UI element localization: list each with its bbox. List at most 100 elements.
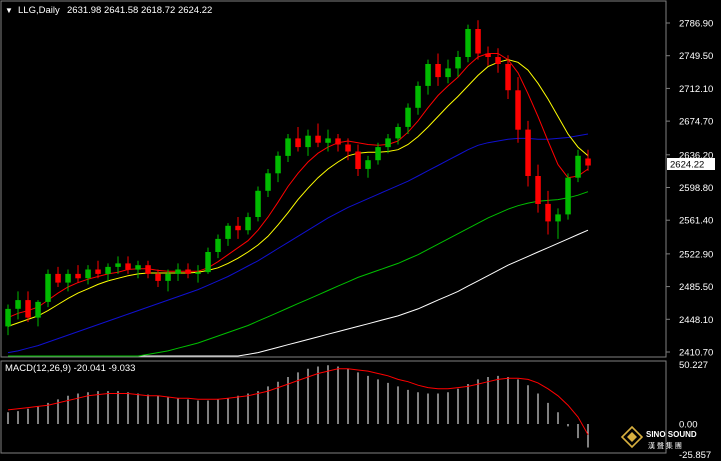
macd-signal-line [7, 368, 589, 435]
candle [215, 234, 221, 259]
candle [165, 269, 171, 292]
price-tick-label: 2712.10 [679, 84, 713, 95]
current-price-label: 2624.22 [670, 160, 704, 171]
candle [385, 133, 391, 154]
ma-green-line [8, 191, 589, 357]
candle-body [455, 57, 461, 69]
candle-body [405, 107, 411, 127]
candle-body [465, 29, 471, 57]
candle-body [225, 225, 231, 239]
candle [15, 291, 21, 320]
logo-text-cn: 漢 聲 集 團 [648, 441, 682, 450]
price-tick-label: 2561.40 [679, 216, 713, 227]
candle-body [375, 147, 381, 161]
candle [515, 77, 521, 143]
symbol-label: LLG,Daily [18, 5, 60, 16]
price-axis: 2786.90 2749.50 2712.10 2674.70 2636.20 2598.… [666, 19, 713, 359]
candle-body [435, 64, 441, 78]
candle [455, 50, 461, 78]
candle-body [575, 155, 581, 178]
candle [415, 81, 421, 115]
candle [255, 186, 261, 222]
candle-body [135, 265, 141, 270]
candle [105, 263, 111, 281]
candle-body [75, 273, 81, 279]
candle [95, 260, 101, 279]
candle-body [325, 138, 331, 143]
candle-body [475, 29, 481, 54]
candle-body [445, 68, 451, 78]
candle-body [525, 129, 531, 176]
candle [145, 260, 151, 279]
candle [365, 155, 371, 178]
macd-tick-label: -25.857 [679, 450, 711, 461]
candle [345, 138, 351, 161]
candle [245, 212, 251, 235]
candle [525, 120, 531, 187]
ma-red-line [7, 53, 589, 319]
candle-body [245, 217, 251, 231]
candle [405, 103, 411, 134]
candle [205, 247, 211, 274]
current-price-tag [667, 158, 715, 170]
candle-body [85, 269, 91, 279]
candle-body [185, 269, 191, 274]
candle [65, 269, 71, 292]
candle-body [45, 273, 51, 302]
candle-body [345, 144, 351, 152]
candle [445, 59, 451, 84]
candle-body [285, 138, 291, 156]
candle-body [275, 155, 281, 174]
candle-body [265, 173, 271, 191]
candle [305, 129, 311, 156]
candle-body [115, 263, 121, 267]
candle [585, 149, 591, 171]
candle [155, 269, 161, 288]
candle-body [545, 203, 551, 222]
candle [85, 265, 91, 285]
candle [565, 173, 571, 220]
main-plot-frame [0, 0, 667, 358]
candle [175, 263, 181, 281]
candle [115, 256, 121, 274]
macd-signal-polyline [7, 368, 589, 435]
candle [425, 59, 431, 95]
candle-body [25, 300, 31, 318]
candle [575, 149, 581, 183]
candle-body [425, 64, 431, 86]
candle-body [365, 160, 371, 169]
candle-body [585, 158, 591, 166]
price-tick-label: 2636.20 [679, 150, 713, 161]
candle [325, 129, 331, 152]
candle [505, 55, 511, 99]
candle-body [95, 269, 101, 274]
header-triangle-icon[interactable]: ▼ [5, 6, 13, 15]
price-tick-label: 2786.90 [679, 19, 713, 30]
candle-body [505, 64, 511, 91]
candle [265, 168, 271, 197]
candle [555, 208, 561, 239]
candle-body [125, 263, 131, 270]
candle-body [565, 177, 571, 215]
candle-body [175, 269, 181, 274]
candle [495, 48, 501, 73]
macd-title: MACD(12,26,9) -20.041 -9.033 [5, 363, 135, 374]
price-tick-label: 2598.80 [679, 183, 713, 194]
candle-body [5, 308, 11, 327]
candle-body [305, 135, 311, 148]
candle-body [155, 273, 161, 281]
candle [435, 53, 441, 86]
candle-body [55, 273, 61, 283]
candle-body [235, 225, 241, 231]
candle [235, 217, 241, 239]
candle [475, 20, 481, 60]
candle-body [145, 265, 151, 274]
macd-axis: 50.227 0.00 -25.857 [679, 360, 711, 461]
candle [295, 126, 301, 152]
candle [535, 164, 541, 213]
candle-body [65, 273, 71, 283]
ohlc-values: 2631.98 2641.58 2618.72 2624.22 [67, 5, 212, 16]
candle [375, 142, 381, 165]
price-tick-label: 2448.10 [679, 315, 713, 326]
